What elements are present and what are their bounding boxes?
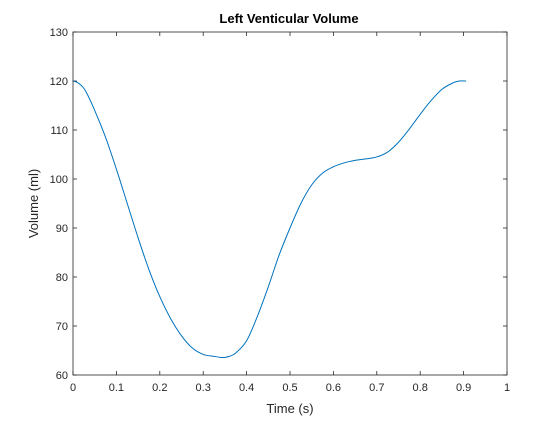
plot-area	[73, 32, 507, 375]
y-tick-label: 90	[56, 223, 68, 235]
x-axis-ticks: 0 0.1 0.2 0.3 0.4 0.5 0.6 0.7 0.8 0.9 1	[70, 32, 510, 394]
y-tick-label: 70	[56, 321, 68, 333]
x-tick-label: 0.7	[369, 382, 384, 394]
x-tick-label: 0.2	[152, 382, 167, 394]
chart-title: Left Venticular Volume	[219, 11, 358, 26]
x-tick-label: 0.1	[109, 382, 124, 394]
x-tick-label: 0.5	[282, 382, 297, 394]
x-tick-label: 0.9	[456, 382, 471, 394]
x-tick-label: 0.3	[196, 382, 211, 394]
y-tick-label: 80	[56, 272, 68, 284]
y-tick-label: 130	[50, 27, 68, 39]
x-tick-label: 0.6	[326, 382, 341, 394]
y-axis-ticks: 60 70 80 90 100 110 120 130	[50, 27, 507, 382]
y-axis-label: Volume (ml)	[26, 169, 41, 238]
x-tick-label: 0.4	[239, 382, 254, 394]
y-tick-label: 110	[50, 125, 68, 137]
series-line	[72, 80, 467, 358]
plot-box	[72, 31, 508, 376]
y-tick-label: 60	[56, 370, 68, 382]
y-tick-label: 100	[50, 174, 68, 186]
x-tick-label: 0.8	[413, 382, 428, 394]
x-tick-label: 1	[504, 382, 510, 394]
y-tick-label: 120	[50, 76, 68, 88]
x-tick-label: 0	[70, 382, 76, 394]
x-axis-label: Time (s)	[266, 401, 313, 416]
